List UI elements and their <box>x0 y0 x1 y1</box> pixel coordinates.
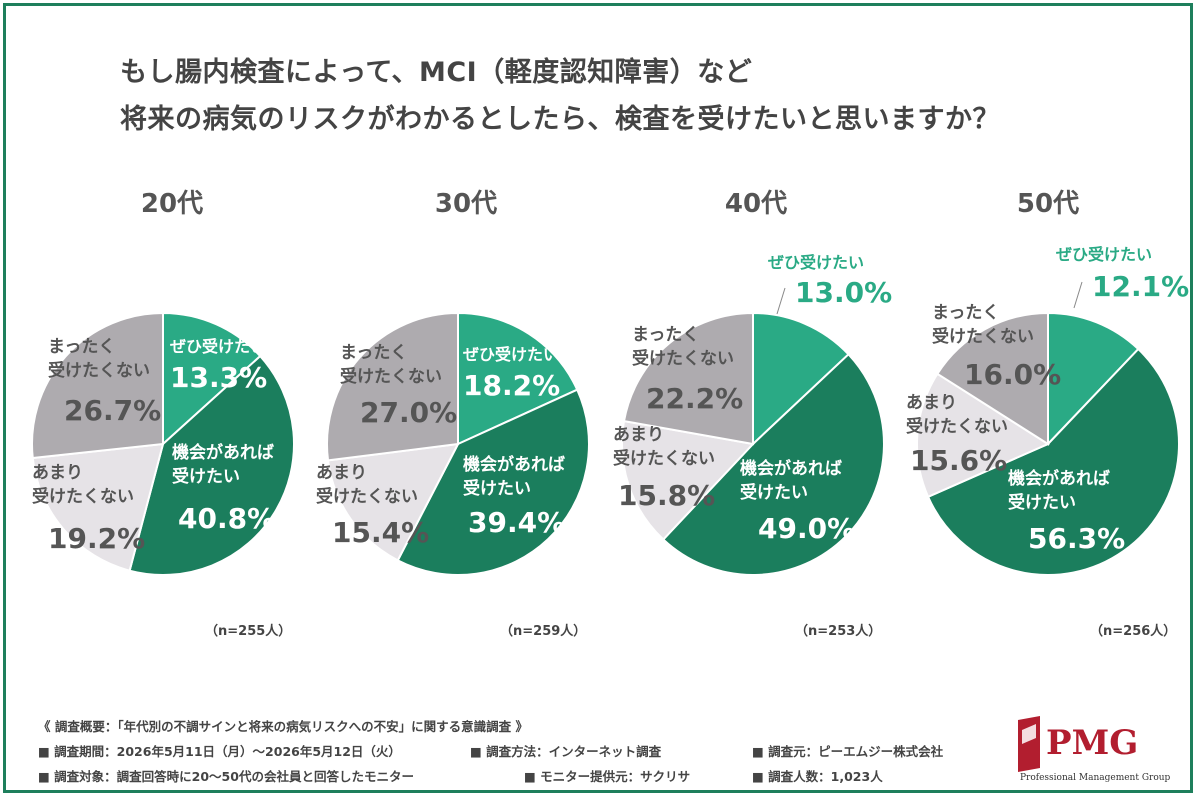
slice-value-20代-zehi: 13.3% <box>170 361 267 394</box>
callout-line-50代 <box>1073 281 1083 309</box>
pie-title-20s: 20代 <box>140 189 204 219</box>
slice-label-20代-kikai: 機会があれば <box>172 442 274 463</box>
pie-slice-40代-zehi <box>752 311 850 447</box>
slice-label-40代-mattaku: まったく <box>632 325 699 345</box>
survey-target: ■ 調査対象：調査回答時に20～50代の会社員と回答したモニター <box>38 769 414 784</box>
slice-value-40代-kikai: 49.0% <box>758 512 855 545</box>
slice-label-40代-mattaku: 受けたくない <box>632 348 734 369</box>
slice-value-20代-mattaku: 26.7% <box>64 394 161 427</box>
pie-slice-50代-amari <box>916 372 1051 499</box>
sample-size-30s: （n=259人） <box>500 624 587 639</box>
slice-value-30代-mattaku: 27.0% <box>360 396 457 429</box>
slice-value-30代-kikai: 39.4% <box>468 506 565 539</box>
pie-slice-30代-zehi <box>457 311 579 446</box>
slice-label-40代-zehi: ぜひ受けたい <box>768 253 864 272</box>
pie-slice-20代-mattaku <box>31 311 164 460</box>
sample-size-40s: （n=253人） <box>795 624 882 639</box>
slice-value-50代-zehi: 12.1% <box>1092 270 1189 303</box>
slice-value-40代-amari: 15.8% <box>618 479 715 512</box>
slice-label-40代-kikai: 機会があれば <box>740 458 842 479</box>
pie-slice-20代-kikai <box>128 354 295 576</box>
slice-value-30代-zehi: 18.2% <box>463 369 560 402</box>
pie-slice-50代-zehi <box>1047 311 1140 447</box>
slice-value-50代-mattaku: 16.0% <box>964 358 1061 391</box>
slice-label-50代-zehi: ぜひ受けたい <box>1056 245 1152 264</box>
survey-method: ■ 調査方法：インターネット調査 <box>470 744 662 759</box>
pie-title-30s: 30代 <box>434 189 498 219</box>
monitor-provider: ■ モニター提供元：サクリサ <box>524 769 691 784</box>
survey-summary: 《 調査概要：「年代別の不調サインと将来の病気リスクへの不安」に関する意識調査 … <box>38 719 528 734</box>
slice-value-50代-amari: 15.6% <box>910 444 1007 477</box>
slice-label-30代-zehi: ぜひ受けたい <box>463 345 559 364</box>
slice-label-30代-amari: 受けたくない <box>316 486 418 507</box>
slice-value-40代-mattaku: 22.2% <box>646 382 743 415</box>
slice-label-30代-amari: あまり <box>316 463 367 483</box>
pie-title-50s: 50代 <box>1016 189 1080 219</box>
survey-period: ■ 調査期間：2026年5月11日（月）～2026年5月12日（火） <box>38 744 401 759</box>
slice-label-30代-kikai: 受けたい <box>463 478 531 499</box>
slice-label-50代-mattaku: 受けたくない <box>932 326 1034 347</box>
pie-slice-40代-amari <box>621 419 755 541</box>
survey-source: ■ 調査元：ピーエムジー株式会社 <box>752 744 944 759</box>
survey-count: ■ 調査人数：1,023人 <box>752 769 883 784</box>
slice-label-20代-mattaku: まったく <box>48 337 115 357</box>
slice-label-50代-kikai: 受けたい <box>1008 492 1076 513</box>
sample-size-50s: （n=256人） <box>1090 624 1177 639</box>
pie-slice-20代-amari <box>31 442 165 572</box>
slice-label-30代-mattaku: まったく <box>340 343 407 363</box>
slice-label-40代-amari: あまり <box>613 425 664 445</box>
pmg-logo-icon <box>1018 716 1040 772</box>
slice-value-20代-kikai: 40.8% <box>178 502 275 535</box>
slice-label-50代-amari: 受けたくない <box>906 416 1008 437</box>
slice-label-30代-kikai: 機会があれば <box>463 454 565 475</box>
pie-slice-20代-zehi <box>162 311 262 447</box>
slice-value-40代-zehi: 13.0% <box>795 276 892 309</box>
sample-size-20s: （n=255人） <box>205 624 292 639</box>
pie-slice-30代-amari <box>326 442 460 562</box>
callout-line-40代 <box>776 287 786 315</box>
slice-label-20代-amari: 受けたくない <box>32 486 134 507</box>
pie-slice-30代-kikai <box>396 388 590 576</box>
pie-slice-50代-kikai <box>926 347 1180 576</box>
pmg-logo-subtitle: Professional Management Group <box>1020 773 1171 783</box>
slice-value-20代-amari: 19.2% <box>48 522 145 555</box>
slice-label-40代-kikai: 受けたい <box>740 482 808 503</box>
pie-title-40s: 40代 <box>724 189 788 219</box>
slice-label-50代-kikai: 機会があれば <box>1008 468 1110 489</box>
pie-slice-50代-mattaku <box>936 311 1049 446</box>
slice-label-20代-amari: あまり <box>32 463 83 483</box>
slice-label-50代-amari: あまり <box>906 393 957 413</box>
slice-label-50代-mattaku: まったく <box>932 303 999 323</box>
slice-label-30代-mattaku: 受けたくない <box>340 366 442 387</box>
slice-value-30代-amari: 15.4% <box>332 516 429 549</box>
slice-label-40代-amari: 受けたくない <box>613 448 715 469</box>
slice-value-50代-kikai: 56.3% <box>1028 522 1125 555</box>
pie-slice-40代-kikai <box>661 352 885 576</box>
pie-slice-30代-mattaku <box>326 311 459 462</box>
chart-title-line2: 将来の病気のリスクがわかるとしたら、検査を受けたいと思いますか？ <box>120 104 1000 135</box>
pmg-logo-text: PMG <box>1046 723 1139 763</box>
chart-title-line1: もし腸内検査によって、MCI（軽度認知障害）など <box>120 57 753 88</box>
slice-label-20代-kikai: 受けたい <box>172 466 240 487</box>
pie-slice-40代-mattaku <box>622 311 754 446</box>
outer-frame <box>3 3 1193 793</box>
slice-label-20代-zehi: ぜひ受けたい <box>170 337 266 356</box>
slice-label-20代-mattaku: 受けたくない <box>48 360 150 381</box>
